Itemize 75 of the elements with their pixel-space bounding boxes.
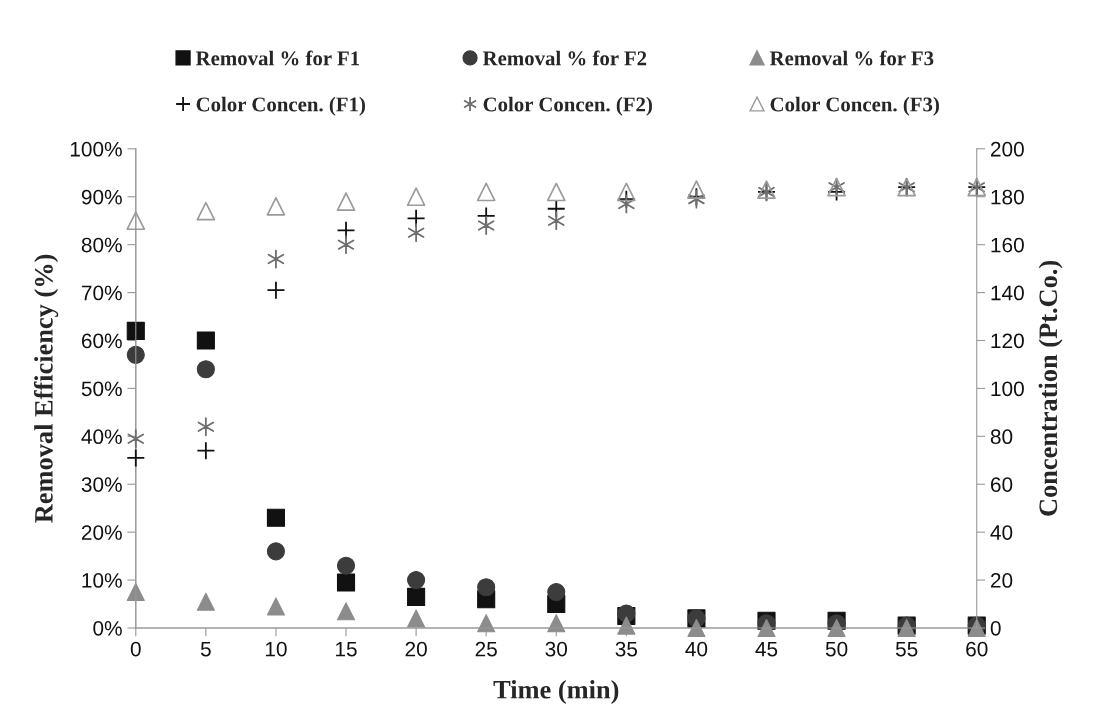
legend-label: Removal % for F1 <box>195 50 360 66</box>
x-tick-label: 30 <box>545 641 568 657</box>
point <box>266 597 286 616</box>
point <box>266 542 286 561</box>
point <box>336 556 356 575</box>
y-tick-label: 80% <box>81 237 122 253</box>
legend-label: Removal % for F2 <box>482 50 647 66</box>
point <box>196 441 216 461</box>
point <box>827 618 846 638</box>
y2-tick-label: 80 <box>990 429 1013 445</box>
x-tick-label: 10 <box>265 641 287 657</box>
point <box>196 201 216 221</box>
x-tick-label: 5 <box>200 641 211 657</box>
y2-tick-label: 120 <box>991 333 1024 349</box>
point <box>126 345 145 364</box>
x-axis-title: Time (min) <box>493 680 619 704</box>
point <box>687 180 706 199</box>
point <box>476 182 496 202</box>
point <box>546 182 566 202</box>
point <box>616 182 636 202</box>
point <box>547 582 566 602</box>
x-tick-label: 25 <box>475 641 497 657</box>
y-tick-label: 20% <box>81 525 122 540</box>
point <box>196 331 215 350</box>
y2-tick-label: 60 <box>990 477 1013 492</box>
y2-tick-label: 40 <box>990 525 1013 540</box>
y-tick-label: 50% <box>81 381 122 397</box>
y2-tick-label: 180 <box>991 189 1024 205</box>
point <box>266 196 286 216</box>
x-tick-label: 20 <box>405 641 427 657</box>
y-tick-label: 30% <box>81 477 122 492</box>
point <box>407 587 426 606</box>
x-tick-label: 40 <box>685 641 708 657</box>
x-tick-label: 60 <box>966 641 988 657</box>
x-tick-label: 35 <box>615 641 638 657</box>
point <box>126 448 146 468</box>
y2-tick-label: 160 <box>991 237 1024 253</box>
y-tick-label: 0% <box>93 620 122 636</box>
point <box>266 280 286 300</box>
point <box>196 592 215 611</box>
x-tick-label: 45 <box>755 641 778 657</box>
point <box>757 618 776 638</box>
legend-label: Color Concen. (F1) <box>196 96 365 116</box>
point <box>196 360 215 379</box>
y-axis-title: Removal Efficiency (%) <box>33 254 59 523</box>
y-tick-label: 60% <box>81 333 122 349</box>
y2-axis-title: Concentration (Pt.Co.) <box>1038 260 1063 516</box>
point <box>687 618 706 638</box>
y2-tick-label: 200 <box>990 141 1024 157</box>
legend-label: Removal % for F3 <box>769 50 934 66</box>
point <box>336 192 356 211</box>
point <box>266 508 286 527</box>
x-tick-label: 55 <box>895 641 918 657</box>
y2-tick-label: 100 <box>991 381 1024 397</box>
point <box>406 187 426 207</box>
point <box>407 609 426 628</box>
x-tick-label: 0 <box>130 641 141 657</box>
point <box>617 616 636 635</box>
y-tick-label: 10% <box>82 573 122 588</box>
point <box>126 321 145 340</box>
y2-tick-label: 0 <box>990 620 1001 636</box>
x-tick-label: 50 <box>825 641 848 657</box>
y-tick-label: 100% <box>70 141 122 157</box>
y-tick-label: 90% <box>81 189 122 205</box>
y2-tick-label: 140 <box>991 285 1024 301</box>
legend-label: Color Concen. (F3) <box>770 96 939 116</box>
point <box>407 571 426 590</box>
point <box>336 573 356 592</box>
point <box>477 578 496 597</box>
x-tick-label: 15 <box>336 641 357 657</box>
y-tick-label: 70% <box>81 285 122 301</box>
y-tick-label: 40% <box>81 429 122 445</box>
y2-tick-label: 20 <box>990 573 1013 588</box>
point <box>126 211 146 231</box>
point <box>336 602 356 621</box>
